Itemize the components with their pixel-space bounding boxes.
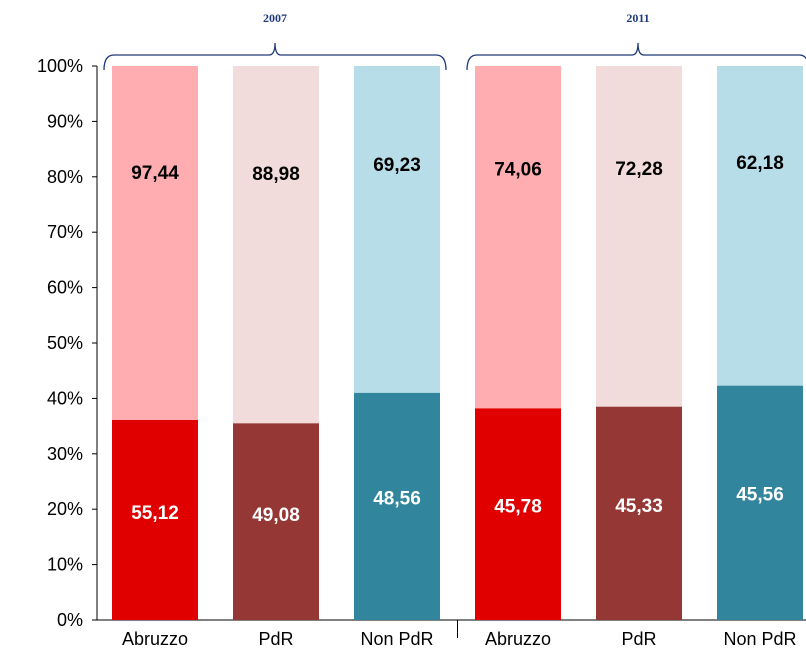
bar-upper-segment [475, 66, 561, 409]
bar-upper-segment [717, 66, 803, 386]
bar-lower-segment [596, 406, 682, 620]
category-label: Abruzzo [485, 629, 551, 649]
group-bracket [103, 42, 447, 71]
y-tick-label: 0% [57, 610, 83, 630]
data-label-lower: 49,08 [252, 505, 300, 526]
y-tick-label: 80% [47, 167, 83, 187]
category-label: PdR [621, 629, 656, 649]
data-label-upper: 74,06 [494, 160, 542, 181]
data-label-lower: 45,33 [615, 496, 663, 517]
category-label: Non PdR [723, 629, 796, 649]
bar-lower-segment [112, 420, 198, 620]
data-label-upper: 97,44 [131, 163, 179, 184]
y-tick-label: 40% [47, 388, 83, 408]
bar-upper-segment [233, 66, 319, 424]
group-label: 2007 [263, 11, 287, 25]
y-tick-label: 30% [47, 444, 83, 464]
bar-upper-segment [596, 66, 682, 407]
data-label-lower: 48,56 [373, 488, 421, 509]
category-label: Abruzzo [122, 629, 188, 649]
category-label: PdR [258, 629, 293, 649]
data-label-upper: 69,23 [373, 155, 421, 176]
y-tick-label: 20% [47, 499, 83, 519]
group-bracket [466, 42, 806, 71]
data-label-lower: 45,78 [494, 497, 542, 518]
data-label-lower: 55,12 [131, 503, 179, 524]
y-tick-label: 70% [47, 222, 83, 242]
data-label-lower: 45,56 [736, 484, 784, 505]
bar-upper-segment [112, 66, 198, 421]
group-label: 2011 [626, 11, 649, 25]
bar-lower-segment [717, 385, 803, 620]
y-tick-label: 90% [47, 111, 83, 131]
data-label-upper: 72,28 [615, 159, 663, 180]
data-label-upper: 88,98 [252, 164, 300, 185]
bar-lower-segment [354, 392, 440, 620]
category-label: Non PdR [360, 629, 433, 649]
y-tick-label: 50% [47, 333, 83, 353]
y-tick-label: 60% [47, 278, 83, 298]
bar-lower-segment [233, 423, 319, 620]
y-tick-label: 10% [47, 555, 83, 575]
bar-upper-segment [354, 66, 440, 393]
data-label-upper: 62,18 [736, 153, 784, 174]
bar-lower-segment [475, 408, 561, 620]
y-tick-label: 100% [37, 56, 83, 76]
